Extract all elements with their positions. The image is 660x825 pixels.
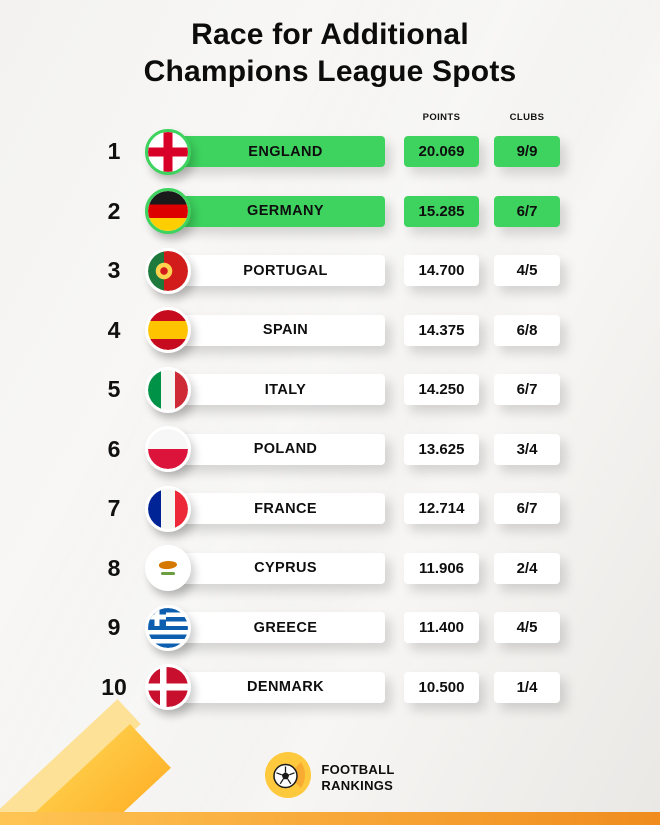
rank-label: 7 bbox=[107, 495, 121, 522]
country-name: ITALY bbox=[264, 381, 307, 398]
country-name: GERMANY bbox=[247, 203, 324, 220]
rank-label: 6 bbox=[107, 435, 121, 462]
table-row: 9 GREECE 11.400 4/5 bbox=[0, 598, 660, 658]
clubs-value: 6/7 bbox=[494, 195, 560, 227]
flag-poland-icon bbox=[145, 426, 191, 473]
clubs-value: 6/7 bbox=[494, 374, 560, 406]
flag-image bbox=[148, 429, 188, 470]
country-name: POLAND bbox=[253, 441, 318, 458]
table-row: 3 PORTUGAL 14.700 4/5 bbox=[0, 241, 660, 301]
table-row: 8 CYPRUS 11.906 2/4 bbox=[0, 539, 660, 599]
country-name: CYPRUS bbox=[254, 560, 317, 577]
points-value: 11.906 bbox=[404, 552, 479, 584]
table-row: 10 DENMARK 10.500 1/4 bbox=[0, 658, 660, 718]
rank-label: 10 bbox=[101, 673, 127, 700]
brand-name: FOOTBALL RANKINGS bbox=[321, 762, 394, 794]
points-column-header: POINTS bbox=[422, 112, 461, 123]
bottom-accent-bar bbox=[0, 812, 660, 825]
brand-line-2: RANKINGS bbox=[321, 777, 394, 793]
flag-spain-icon bbox=[145, 307, 191, 354]
rank-label: 1 bbox=[107, 138, 121, 165]
clubs-value: 9/9 bbox=[494, 136, 560, 168]
title-line-1: Race for Additional bbox=[191, 18, 469, 51]
rank-label: 9 bbox=[107, 614, 121, 641]
flag-image bbox=[148, 310, 188, 351]
table-row: 2 GERMANY 15.285 6/7 bbox=[0, 182, 660, 242]
flag-france-icon bbox=[145, 485, 191, 532]
flag-england-icon bbox=[145, 128, 191, 175]
rank-label: 8 bbox=[107, 554, 121, 581]
flag-image bbox=[148, 250, 188, 291]
country-name: DENMARK bbox=[247, 679, 324, 696]
flag-denmark-icon bbox=[145, 664, 191, 711]
footer-brand: FOOTBALL RANKINGS bbox=[0, 752, 660, 803]
flag-image bbox=[148, 488, 188, 529]
clubs-value: 2/4 bbox=[494, 552, 560, 584]
rank-label: 3 bbox=[107, 257, 121, 284]
flag-image bbox=[148, 667, 188, 708]
rank-label: 4 bbox=[107, 316, 121, 343]
table-row: 4 SPAIN 14.375 6/8 bbox=[0, 301, 660, 361]
flag-italy-icon bbox=[145, 366, 191, 413]
flag-portugal-icon bbox=[145, 247, 191, 294]
country-name: ENGLAND bbox=[248, 143, 323, 160]
flag-germany-icon bbox=[145, 188, 191, 235]
flag-image bbox=[148, 548, 188, 589]
football-ball-logo-icon bbox=[265, 752, 312, 803]
table-row: 6 POLAND 13.625 3/4 bbox=[0, 420, 660, 480]
points-value: 14.700 bbox=[404, 255, 479, 287]
brand-line-1: FOOTBALL bbox=[321, 761, 395, 777]
points-value: 13.625 bbox=[404, 433, 479, 465]
clubs-value: 4/5 bbox=[494, 255, 560, 287]
rank-label: 2 bbox=[107, 197, 121, 224]
table-row: 5 ITALY 14.250 6/7 bbox=[0, 360, 660, 420]
points-value: 12.714 bbox=[404, 493, 479, 525]
points-value: 20.069 bbox=[404, 136, 479, 168]
clubs-value: 6/7 bbox=[494, 493, 560, 525]
country-name: SPAIN bbox=[262, 322, 309, 339]
clubs-value: 1/4 bbox=[494, 671, 560, 703]
points-value: 10.500 bbox=[404, 671, 479, 703]
column-headers: POINTS CLUBS bbox=[0, 112, 660, 126]
clubs-value: 3/4 bbox=[494, 433, 560, 465]
rank-label: 5 bbox=[107, 376, 121, 403]
page-title: Race for Additional Champions League Spo… bbox=[0, 16, 660, 90]
clubs-value: 6/8 bbox=[494, 314, 560, 346]
flag-image bbox=[148, 191, 188, 232]
points-value: 14.250 bbox=[404, 374, 479, 406]
flag-image bbox=[148, 607, 188, 648]
flag-image bbox=[148, 131, 188, 172]
clubs-value: 4/5 bbox=[494, 612, 560, 644]
points-value: 15.285 bbox=[404, 195, 479, 227]
table-row: 7 FRANCE 12.714 6/7 bbox=[0, 479, 660, 539]
points-value: 14.375 bbox=[404, 314, 479, 346]
country-name: GREECE bbox=[253, 619, 318, 636]
clubs-column-header: CLUBS bbox=[509, 112, 545, 123]
title-line-2: Champions League Spots bbox=[143, 55, 517, 88]
country-name: FRANCE bbox=[254, 500, 317, 517]
flag-image bbox=[148, 369, 188, 410]
table-row: 1 ENGLAND 20.069 9/9 bbox=[0, 122, 660, 182]
country-name: PORTUGAL bbox=[243, 262, 328, 279]
flag-greece-icon bbox=[145, 604, 191, 651]
ranking-table: 1 ENGLAND 20.069 9/9 2 GERMANY 15.285 6/… bbox=[0, 122, 660, 717]
flag-cyprus-icon bbox=[145, 545, 191, 592]
points-value: 11.400 bbox=[404, 612, 479, 644]
